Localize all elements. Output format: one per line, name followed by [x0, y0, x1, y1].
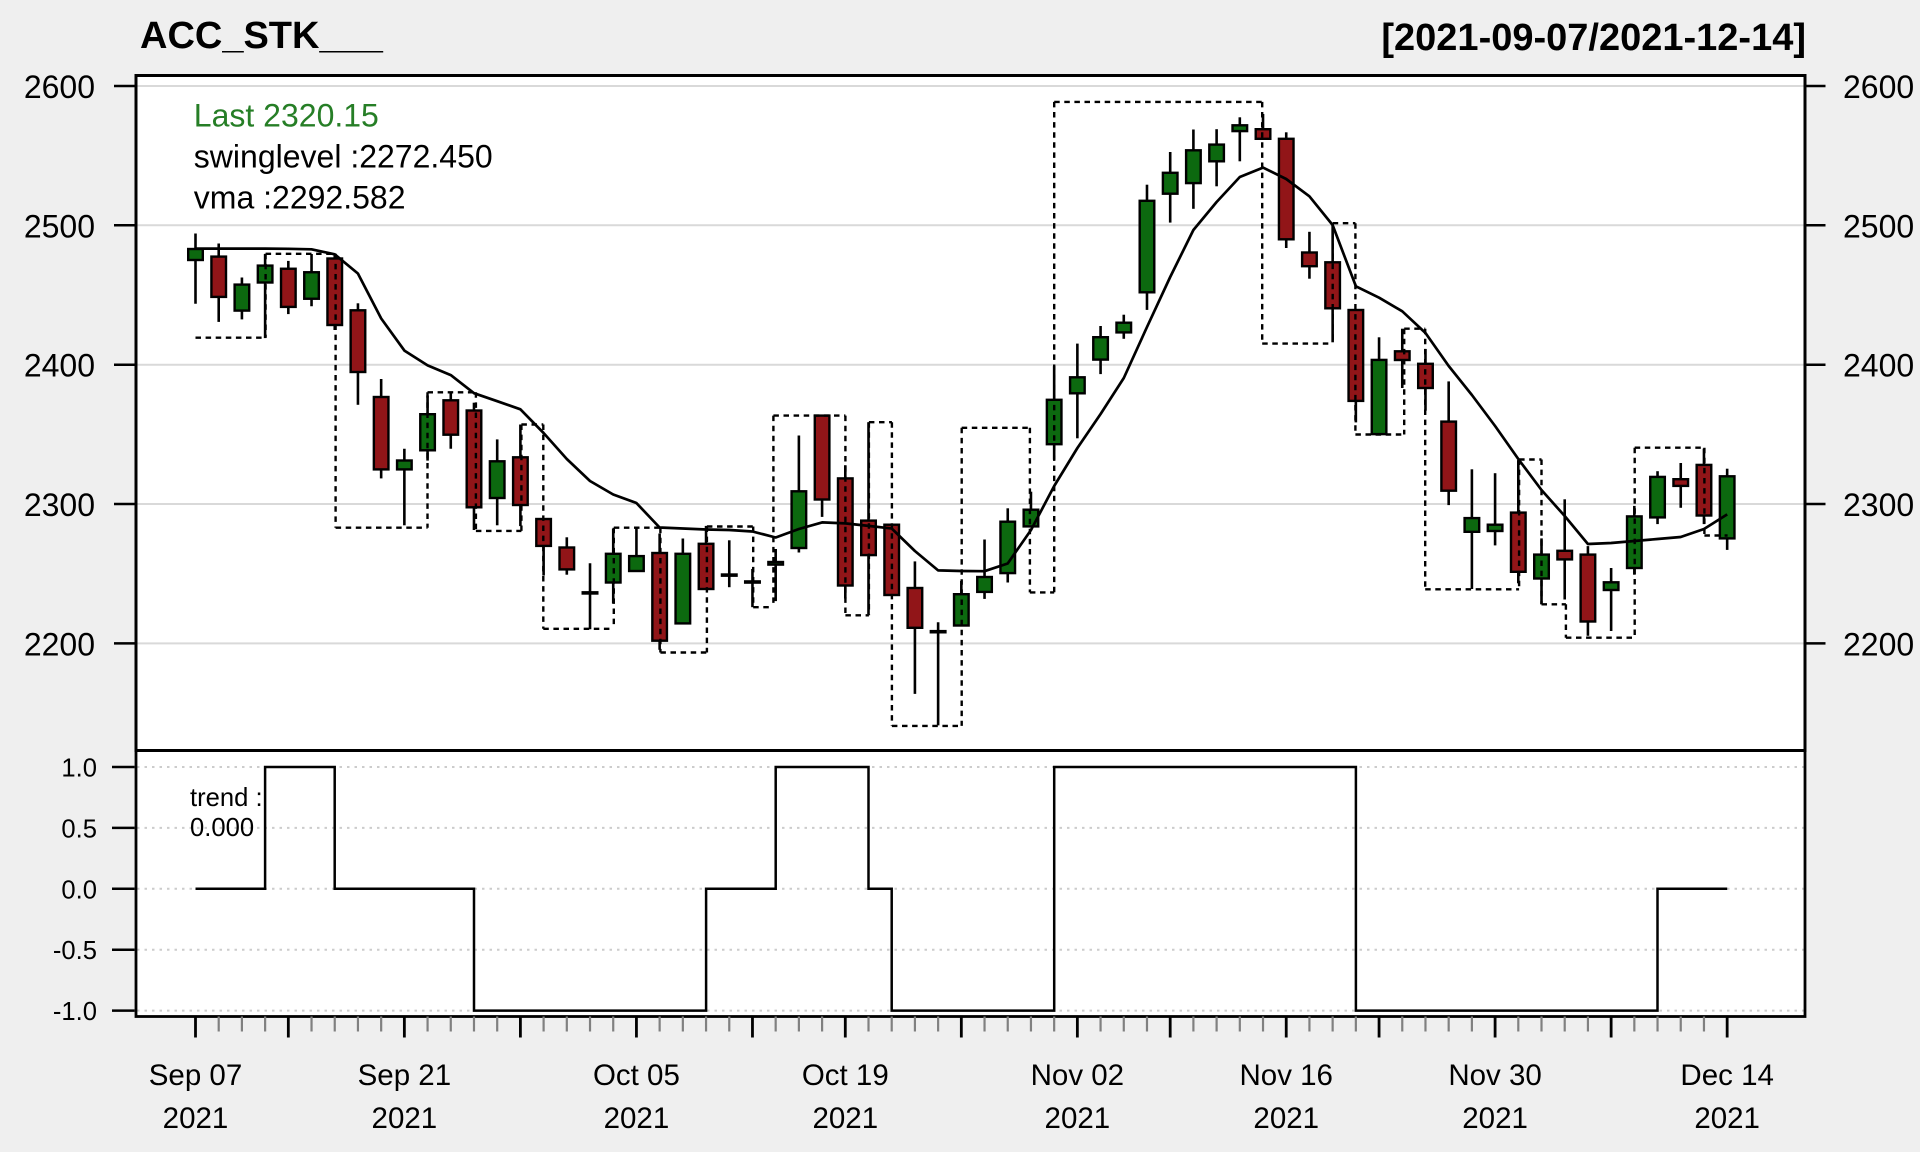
svg-text:Nov 30: Nov 30: [1448, 1059, 1541, 1092]
svg-text:2021: 2021: [163, 1102, 229, 1135]
svg-text:2021: 2021: [604, 1102, 670, 1135]
svg-text:ACC_STK___: ACC_STK___: [140, 15, 384, 57]
svg-text:2021: 2021: [1694, 1102, 1760, 1135]
svg-text:2200: 2200: [24, 626, 95, 662]
svg-text:-0.5: -0.5: [53, 937, 97, 965]
svg-text:vma :2292.582: vma :2292.582: [194, 179, 406, 215]
svg-text:2021: 2021: [1253, 1102, 1319, 1135]
svg-text:0.000: 0.000: [190, 814, 254, 842]
svg-text:0.0: 0.0: [61, 876, 97, 904]
svg-text:Nov 16: Nov 16: [1239, 1059, 1332, 1092]
svg-text:-1.0: -1.0: [53, 998, 97, 1026]
svg-text:2200: 2200: [1843, 626, 1914, 662]
svg-text:2500: 2500: [24, 208, 95, 244]
svg-text:1.0: 1.0: [61, 755, 97, 783]
svg-text:Dec 14: Dec 14: [1680, 1059, 1773, 1092]
svg-text:2600: 2600: [24, 69, 95, 105]
svg-text:2500: 2500: [1843, 208, 1914, 244]
svg-text:2400: 2400: [24, 348, 95, 384]
svg-text:Oct 19: Oct 19: [802, 1059, 889, 1092]
svg-text:swinglevel :2272.450: swinglevel :2272.450: [194, 138, 493, 174]
svg-text:2021: 2021: [1462, 1102, 1528, 1135]
svg-text:0.5: 0.5: [61, 815, 97, 843]
svg-text:2021: 2021: [1045, 1102, 1111, 1135]
svg-text:Sep 21: Sep 21: [358, 1059, 452, 1092]
svg-text:2300: 2300: [24, 487, 95, 523]
svg-text:trend :: trend :: [190, 784, 263, 812]
svg-text:Last 2320.15: Last 2320.15: [194, 97, 379, 133]
svg-text:2400: 2400: [1843, 348, 1914, 384]
svg-text:2300: 2300: [1843, 487, 1914, 523]
svg-text:2600: 2600: [1843, 69, 1914, 105]
svg-text:Oct 05: Oct 05: [593, 1059, 680, 1092]
svg-text:Sep 07: Sep 07: [149, 1059, 243, 1092]
svg-text:[2021-09-07/2021-12-14]: [2021-09-07/2021-12-14]: [1381, 17, 1806, 59]
svg-text:2021: 2021: [372, 1102, 438, 1135]
svg-text:2021: 2021: [812, 1102, 878, 1135]
svg-text:Nov 02: Nov 02: [1031, 1059, 1124, 1092]
